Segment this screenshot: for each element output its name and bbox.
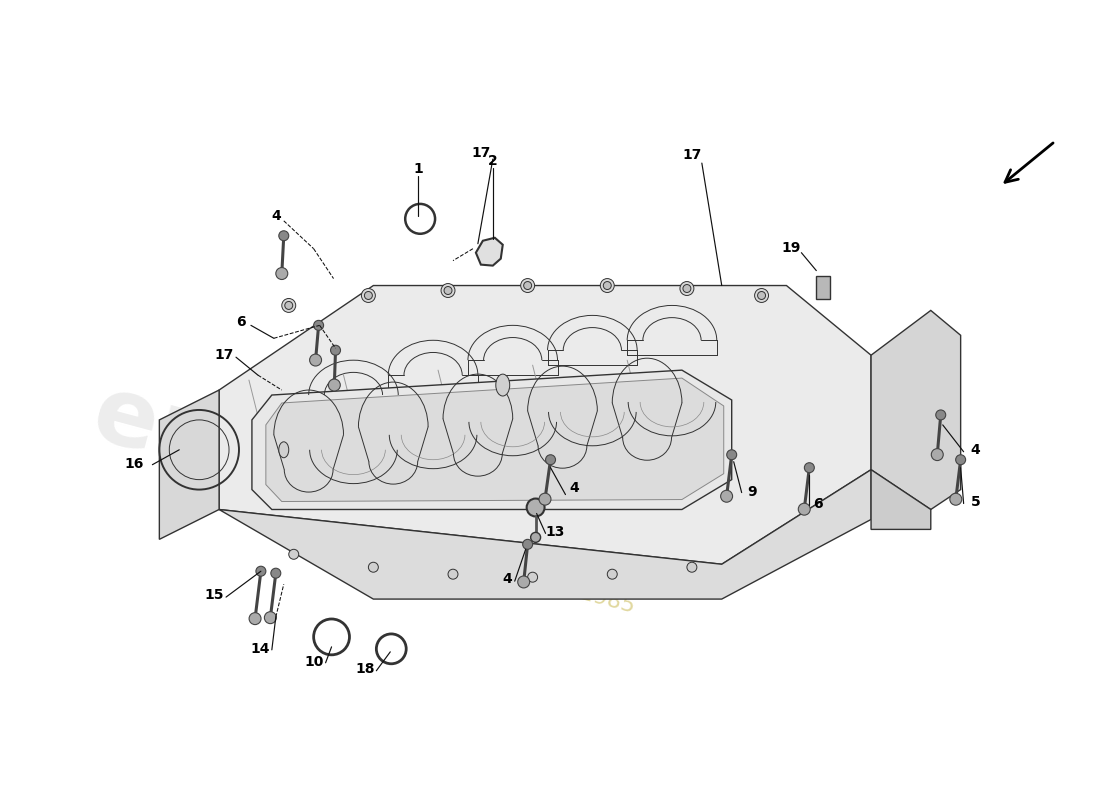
- Circle shape: [528, 572, 538, 582]
- Circle shape: [527, 498, 544, 517]
- Text: 15: 15: [205, 588, 223, 602]
- Text: 4: 4: [970, 442, 980, 457]
- Circle shape: [285, 302, 293, 310]
- Polygon shape: [219, 470, 871, 599]
- Circle shape: [518, 576, 530, 588]
- Circle shape: [956, 454, 966, 465]
- Circle shape: [601, 278, 614, 293]
- Text: 16: 16: [124, 457, 144, 470]
- Circle shape: [264, 612, 276, 624]
- Polygon shape: [219, 286, 871, 564]
- Text: 4: 4: [570, 481, 580, 494]
- Circle shape: [271, 568, 281, 578]
- Text: a passion for parts... 1985: a passion for parts... 1985: [349, 522, 637, 617]
- Text: 5: 5: [970, 494, 980, 509]
- Text: 9: 9: [747, 485, 757, 498]
- Polygon shape: [871, 470, 931, 530]
- Circle shape: [686, 562, 697, 572]
- Text: 2: 2: [488, 154, 497, 168]
- Text: 10: 10: [304, 654, 323, 669]
- Circle shape: [727, 450, 737, 460]
- Text: 4: 4: [503, 572, 513, 586]
- Circle shape: [444, 286, 452, 294]
- Text: 17: 17: [214, 348, 233, 362]
- Circle shape: [546, 454, 556, 465]
- Circle shape: [539, 493, 551, 505]
- Circle shape: [276, 267, 288, 279]
- Circle shape: [249, 613, 261, 625]
- Circle shape: [758, 291, 766, 299]
- Circle shape: [603, 282, 612, 290]
- Circle shape: [524, 282, 531, 290]
- Circle shape: [799, 503, 811, 515]
- Circle shape: [755, 289, 769, 302]
- Text: 14: 14: [250, 642, 270, 656]
- Polygon shape: [266, 378, 724, 502]
- Circle shape: [522, 539, 532, 550]
- Circle shape: [331, 346, 341, 355]
- Circle shape: [289, 550, 299, 559]
- Circle shape: [936, 410, 946, 420]
- Text: 6: 6: [236, 315, 245, 330]
- Circle shape: [362, 289, 375, 302]
- Circle shape: [530, 532, 540, 542]
- Circle shape: [804, 462, 814, 473]
- Text: eurospares: eurospares: [82, 368, 684, 611]
- Text: 18: 18: [355, 662, 375, 676]
- Circle shape: [683, 285, 691, 293]
- Circle shape: [448, 570, 458, 579]
- Circle shape: [520, 278, 535, 293]
- Text: 17: 17: [682, 148, 702, 162]
- Circle shape: [328, 379, 340, 391]
- Circle shape: [256, 566, 266, 576]
- Circle shape: [949, 494, 961, 506]
- Text: 19: 19: [782, 241, 801, 254]
- Polygon shape: [476, 238, 503, 266]
- Circle shape: [364, 291, 373, 299]
- Circle shape: [441, 283, 455, 298]
- Circle shape: [278, 230, 289, 241]
- Circle shape: [314, 320, 323, 330]
- Text: 17: 17: [471, 146, 491, 160]
- Text: 13: 13: [546, 526, 565, 539]
- Circle shape: [368, 562, 378, 572]
- Circle shape: [932, 449, 943, 461]
- Ellipse shape: [496, 374, 509, 396]
- Polygon shape: [252, 370, 732, 510]
- Polygon shape: [871, 310, 960, 510]
- Bar: [816, 275, 831, 299]
- Circle shape: [282, 298, 296, 313]
- Ellipse shape: [278, 442, 289, 458]
- Circle shape: [680, 282, 694, 295]
- Text: 1: 1: [414, 162, 424, 176]
- Circle shape: [309, 354, 321, 366]
- Circle shape: [607, 570, 617, 579]
- Polygon shape: [160, 390, 219, 539]
- Circle shape: [720, 490, 733, 502]
- Text: 4: 4: [271, 209, 281, 223]
- Text: 6: 6: [814, 497, 823, 510]
